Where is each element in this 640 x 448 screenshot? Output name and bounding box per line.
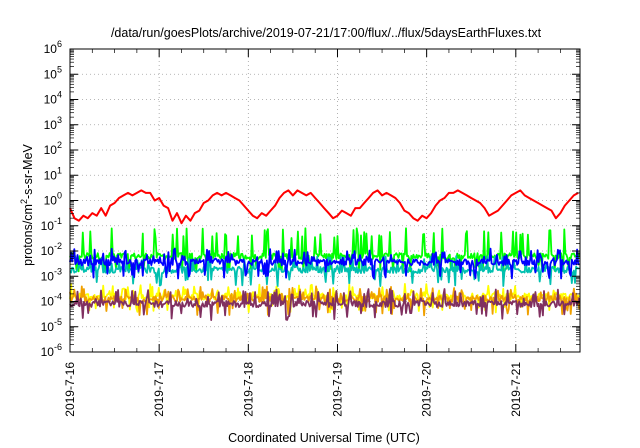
y-tick-label: 10-5: [41, 317, 62, 334]
series-line: [69, 288, 581, 321]
y-tick-label: 106: [44, 39, 62, 56]
y-tick-label: 100: [44, 191, 62, 208]
y-tick-label: 10-4: [41, 292, 62, 309]
chart-title: /data/run/goesPlots/archive/2019-07-21/1…: [111, 26, 542, 40]
x-tick-label: 2019-7-19: [330, 362, 344, 417]
y-axis-label: protons/cm2-s-sr-MeV: [19, 143, 35, 265]
x-tick-label: 2019-7-20: [420, 362, 434, 417]
x-axis-ticks: 2019-7-16 2019-7-17 2019-7-18 2019-7-19 2019…: [63, 49, 561, 417]
y-tick-label: 101: [44, 165, 62, 182]
x-axis-label: Coordinated Universal Time (UTC): [228, 431, 420, 445]
y-tick-label: 10-2: [41, 241, 62, 258]
y-tick-label: 10-1: [41, 216, 62, 233]
x-tick-label: 2019-7-21: [509, 362, 523, 417]
y-tick-label: 102: [44, 140, 62, 157]
y-axis-ticks: 10-6 10-5 10-4 10-3 10-2 10-1 100 101 102 103 104 1…: [41, 39, 580, 359]
y-tick-label: 104: [44, 90, 62, 107]
x-tick-label: 2019-7-18: [241, 362, 255, 417]
series-line: [69, 189, 579, 225]
x-tick-label: 2019-7-16: [63, 362, 77, 417]
y-tick-label: 10-3: [41, 266, 62, 283]
x-tick-label: 2019-7-17: [152, 362, 166, 417]
y-tick-label: 103: [44, 115, 62, 132]
data-series: [69, 189, 581, 321]
series-line: [69, 255, 580, 288]
y-tick-label: 105: [44, 64, 62, 81]
y-tick-label: 10-6: [41, 342, 62, 359]
series-line: [69, 247, 580, 280]
